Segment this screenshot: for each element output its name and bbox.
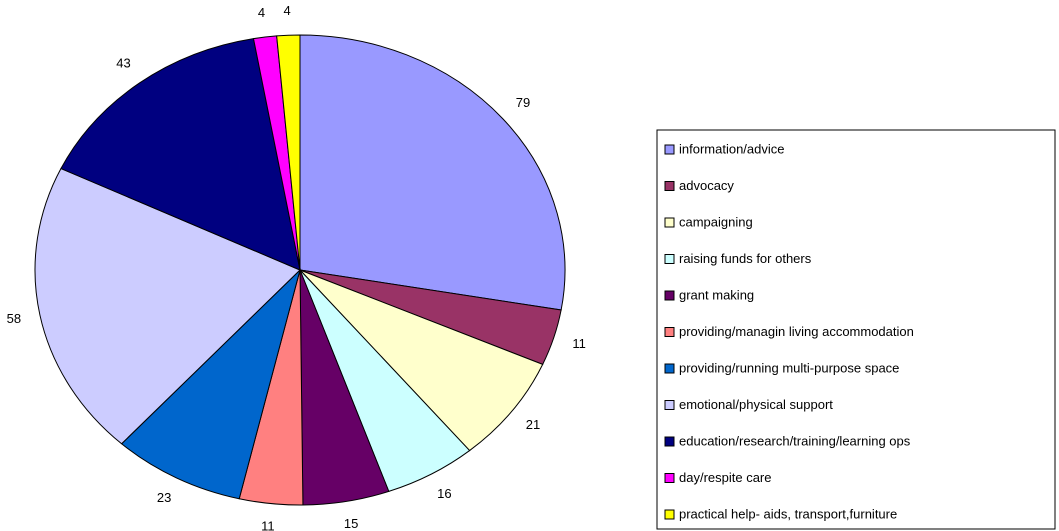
data-label: 21: [526, 417, 540, 432]
data-label: 43: [116, 56, 130, 71]
legend-swatch: [664, 400, 675, 410]
legend-label: raising funds for others: [679, 251, 812, 266]
data-label: 15: [344, 516, 358, 531]
pie-slice: [34, 167, 301, 445]
data-label: 11: [572, 336, 586, 351]
data-label: 4: [258, 5, 265, 20]
legend-swatch: [664, 363, 675, 374]
pie-slice: [120, 268, 301, 500]
legend-label: campaigning: [679, 214, 753, 229]
legend-swatch: [664, 254, 675, 264]
pie-slice: [299, 34, 566, 311]
data-label: 79: [516, 95, 530, 110]
legend-label: providing/running multi-purpose space: [679, 360, 899, 375]
data-label: 16: [437, 486, 451, 501]
legend-label: providing/managin living accommodation: [679, 324, 914, 339]
data-label: 23: [157, 490, 171, 505]
legend-swatch: [664, 473, 675, 483]
legend-label: practical help- aids, transport,furnitur…: [679, 506, 897, 521]
legend-swatch: [664, 290, 675, 301]
pie-slice: [276, 34, 301, 271]
legend-label: education/research/training/learning ops: [679, 433, 911, 448]
legend-swatch: [664, 144, 675, 155]
legend-label: emotional/physical support: [679, 397, 833, 412]
data-label: 11: [261, 518, 275, 531]
legend-swatch: [664, 509, 675, 520]
legend-swatch: [664, 436, 675, 447]
legend-swatch: [664, 327, 675, 337]
legend-label: advocacy: [679, 178, 734, 193]
legend-swatch: [664, 217, 675, 228]
pie-slice: [60, 38, 301, 271]
legend-swatch: [664, 181, 675, 191]
data-label: 4: [284, 3, 291, 18]
legend-label: grant making: [679, 287, 754, 302]
legend-label: day/respite care: [679, 470, 772, 485]
legend-box: [656, 129, 1056, 530]
legend-label: information/advice: [679, 141, 785, 156]
pie-slice: [299, 269, 544, 452]
data-label: 58: [7, 311, 21, 326]
